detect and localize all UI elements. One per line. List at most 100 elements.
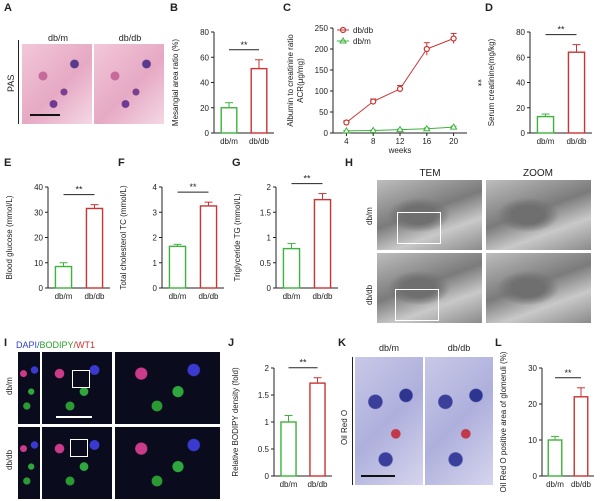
chart-b: 0 20 40 60 80 Mesangial area ratio (%) db/m db/… bbox=[171, 28, 274, 146]
x-tick-label: 4 bbox=[344, 137, 349, 146]
x-tick-label: db/m bbox=[169, 292, 187, 301]
data-point bbox=[422, 124, 431, 132]
y-tick-label: 60 bbox=[516, 53, 525, 62]
panel-letter-a: A bbox=[4, 2, 12, 14]
bar-dbdb bbox=[567, 51, 586, 134]
oil-image-dbdb bbox=[425, 357, 493, 485]
y-tick-label: 80 bbox=[516, 28, 525, 37]
significance-label: ** bbox=[564, 368, 572, 378]
y-tick-label: 3 bbox=[153, 208, 158, 217]
y-tick-label: 20 bbox=[516, 104, 525, 113]
y-tick-label: 80 bbox=[200, 28, 209, 37]
zoom-box bbox=[70, 439, 88, 457]
y-tick-label: 1.5 bbox=[258, 391, 270, 400]
y-axis-label: Total cholesterol TC (mmol/L) bbox=[119, 185, 128, 290]
panel-letter-k: K bbox=[338, 337, 346, 349]
chart-d: 0 20 40 60 80 Serum creatinine(mg/kg) db/m db/d… bbox=[487, 25, 592, 146]
oil-col-label-dbm: db/m bbox=[378, 343, 399, 353]
y-tick-label: 4 bbox=[153, 183, 158, 192]
data-point bbox=[396, 85, 404, 93]
fluo-merge-dbm bbox=[42, 352, 112, 424]
y-tick-label: 0 bbox=[324, 129, 329, 138]
chart-j: 0 0.5 1 1.5 2 Relative BODIPY density (fold) d… bbox=[231, 358, 332, 489]
y-tick-label: 40 bbox=[34, 183, 43, 192]
y-tick-label: 20 bbox=[528, 400, 537, 409]
tem-row-label-dbdb: db/db bbox=[365, 284, 374, 305]
chart-e: 0 10 20 30 40 Blood glucose (mmol/L) db/m db/db… bbox=[5, 183, 110, 301]
chart-l: 0 10 20 30 Oil Red O positive area of glomer… bbox=[499, 351, 594, 492]
scale-bar bbox=[361, 475, 395, 477]
legend-label: db/db bbox=[353, 26, 374, 35]
bar-dbm bbox=[168, 245, 187, 289]
y-tick-label: 2 bbox=[265, 364, 270, 373]
y-axis-label: Serum creatinine(mg/kg) bbox=[487, 38, 496, 126]
significance-label: ** bbox=[473, 79, 483, 87]
y-tick-label: 100 bbox=[315, 87, 329, 96]
x-tick-label: db/db bbox=[307, 480, 328, 489]
bar-dbdb bbox=[573, 396, 589, 477]
bar-dbm bbox=[54, 265, 73, 289]
x-tick-label: db/m bbox=[280, 480, 298, 489]
pas-image-dbdb bbox=[94, 44, 164, 124]
y-tick-label: 1 bbox=[153, 259, 158, 268]
y-tick-label: 0 bbox=[521, 129, 526, 138]
panel-letter-h: H bbox=[345, 157, 353, 169]
x-tick-label: db/db bbox=[249, 137, 270, 146]
zoom-box bbox=[395, 289, 439, 321]
x-tick-label: db/m bbox=[537, 137, 555, 146]
panel-letter-e: E bbox=[4, 157, 12, 169]
tem-image-dbdb bbox=[377, 253, 482, 323]
y-tick-label: 20 bbox=[200, 104, 209, 113]
scale-bar bbox=[30, 114, 60, 116]
data-point bbox=[342, 126, 351, 134]
oil-side-label: Oil Red O bbox=[340, 409, 349, 445]
stain-wt1: /WT1 bbox=[73, 340, 96, 350]
x-axis-label: weeks bbox=[388, 146, 412, 155]
bar-dbdb bbox=[309, 382, 326, 477]
chart-c: 0 50 100 150 200 250 4 8 12 16 20 weeks Albumin to c… bbox=[286, 24, 483, 155]
y-tick-label: 10 bbox=[34, 259, 43, 268]
y-tick-label: 2 bbox=[153, 234, 158, 243]
oil-col-label-dbdb: db/db bbox=[447, 343, 471, 353]
fluo-channel-strip-dbm bbox=[18, 352, 40, 424]
x-tick-label: 8 bbox=[371, 137, 376, 146]
y-tick-label: 1 bbox=[267, 234, 272, 243]
y-tick-label: 30 bbox=[34, 208, 43, 217]
y-tick-label: 10 bbox=[528, 436, 537, 445]
panel-letter-f: F bbox=[118, 157, 125, 169]
y-tick-label: 0 bbox=[265, 472, 270, 481]
bar-dbm bbox=[220, 107, 238, 134]
data-point bbox=[396, 125, 404, 133]
bar-dbdb bbox=[199, 205, 218, 289]
pas-col-label-dbm: db/m bbox=[47, 33, 68, 43]
bar-dbm bbox=[547, 439, 563, 477]
panel-letter-l: L bbox=[495, 337, 502, 349]
y-tick-label: 150 bbox=[315, 66, 329, 75]
y-tick-label: 0 bbox=[205, 129, 210, 138]
tem-image-dbm bbox=[377, 180, 482, 250]
pas-side-bar bbox=[18, 40, 19, 124]
fluo-zoom-dbdb bbox=[115, 427, 220, 499]
chart-g: 0 0.5 1 1.5 2 Triglyceride TG (mmol/L) db/m db/… bbox=[233, 174, 338, 301]
data-point bbox=[450, 35, 457, 42]
pas-col-label-dbdb: db/db bbox=[118, 33, 142, 43]
fluo-channel-strip-dbdb bbox=[18, 427, 40, 499]
panel-letter-i: I bbox=[4, 337, 8, 349]
panel-letter-b: B bbox=[170, 2, 178, 14]
x-tick-label: db/db bbox=[198, 292, 219, 301]
data-point bbox=[449, 123, 458, 130]
series-line-dbdb bbox=[346, 38, 454, 123]
panel-letter-g: G bbox=[232, 157, 241, 169]
y-tick-label: 50 bbox=[319, 108, 328, 117]
y-tick-label: 0 bbox=[153, 284, 158, 293]
x-tick-label: db/m bbox=[546, 480, 564, 489]
data-point bbox=[370, 98, 377, 105]
pas-side-label: PAS bbox=[6, 74, 16, 92]
y-tick-label: 20 bbox=[34, 234, 43, 243]
y-tick-label: 0.5 bbox=[260, 259, 272, 268]
x-tick-label: db/db bbox=[312, 292, 333, 301]
data-point bbox=[369, 126, 378, 133]
fluo-merge-dbdb bbox=[42, 427, 112, 499]
y-axis-label: Relative BODIPY density (fold) bbox=[231, 367, 240, 477]
stain-dapi: DAPI/ bbox=[16, 340, 40, 350]
